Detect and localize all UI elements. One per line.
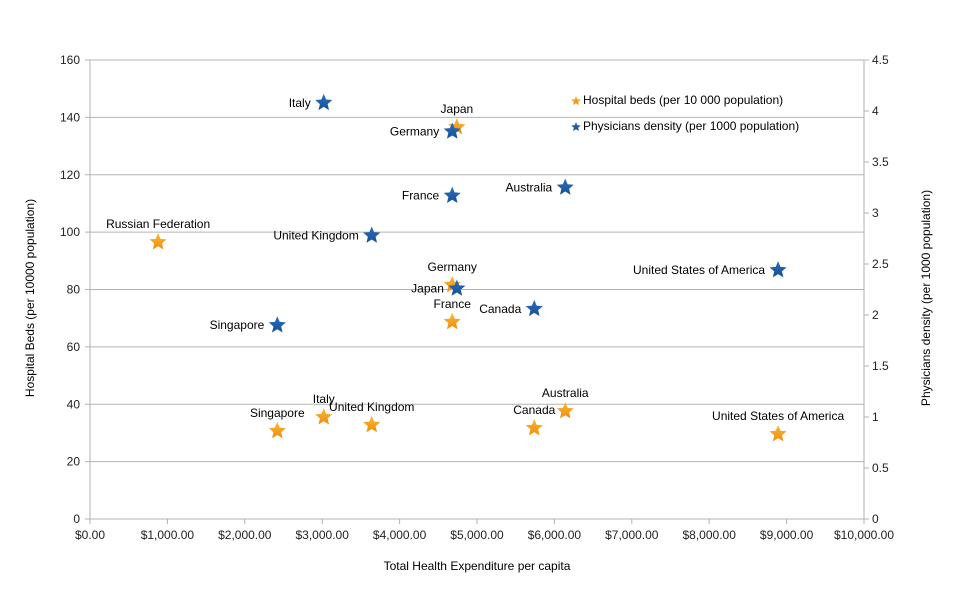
x-tick-label: $5,000.00 xyxy=(450,528,504,542)
data-point-star xyxy=(769,261,787,278)
y-tick-label: 20 xyxy=(67,455,81,469)
gridlines xyxy=(90,59,864,463)
y-tick-label: 80 xyxy=(67,283,81,297)
data-point-star xyxy=(525,299,543,317)
y2-tick-label: 1 xyxy=(872,410,879,424)
data-label: United States of America xyxy=(633,263,765,277)
data-point-star xyxy=(525,419,543,436)
data-point-star xyxy=(363,226,381,243)
y2-tick-label: 4 xyxy=(872,104,879,118)
x-tick-label: $8,000.00 xyxy=(683,528,737,542)
data-label: Singapore xyxy=(210,318,265,332)
data-point-star xyxy=(268,421,286,439)
x-tick-label: $9,000.00 xyxy=(760,528,814,542)
data-label: United States of America xyxy=(712,409,844,423)
data-label: Germany xyxy=(390,124,439,138)
data-point-star xyxy=(443,122,461,139)
data-label: Russian Federation xyxy=(106,217,210,231)
data-point-star xyxy=(769,425,787,442)
x-tick-label: $3,000.00 xyxy=(296,528,350,542)
data-label: Singapore xyxy=(250,406,305,420)
data-label: Japan xyxy=(411,281,444,295)
y2-tick-label: 4.5 xyxy=(872,53,889,67)
y2-tick-label: 3.5 xyxy=(872,155,889,169)
data-label: United Kingdom xyxy=(329,400,414,414)
data-label: Australia xyxy=(542,386,589,400)
data-point-star xyxy=(448,279,466,296)
y-tick-label: 120 xyxy=(60,168,80,182)
data-label: Germany xyxy=(428,260,477,274)
data-point-star xyxy=(443,186,461,203)
y2-tick-label: 1.5 xyxy=(872,359,889,373)
data-point-star xyxy=(149,233,167,250)
x-tick-label: $0.00 xyxy=(75,528,105,542)
y2-tick-label: 0.5 xyxy=(872,461,889,475)
data-label: Canada xyxy=(513,403,555,417)
x-tick-label: $7,000.00 xyxy=(605,528,659,542)
y2-tick-label: 2.5 xyxy=(872,257,889,271)
data-label: France xyxy=(402,189,440,203)
x-tick-label: $2,000.00 xyxy=(218,528,272,542)
y2-tick-label: 2 xyxy=(872,308,879,322)
data-label: France xyxy=(434,297,472,311)
x-tick-label: $4,000.00 xyxy=(373,528,427,542)
data-label: Australia xyxy=(506,181,553,195)
y-tick-label: 160 xyxy=(60,53,80,67)
legend-star-icon xyxy=(571,122,581,132)
legend: Hospital beds (per 10 000 population) Phy… xyxy=(571,93,799,133)
data-label: Italy xyxy=(313,392,335,406)
data-label: Italy xyxy=(289,96,311,110)
y-tick-label: 140 xyxy=(60,110,80,124)
x-tick-label: $1,000.00 xyxy=(141,528,195,542)
data-label: Japan xyxy=(441,102,474,116)
x-tick-label: $6,000.00 xyxy=(528,528,582,542)
x-axis-title: Total Health Expenditure per capita xyxy=(384,559,571,573)
y2-tick-label: 3 xyxy=(872,206,879,220)
data-point-star xyxy=(443,312,461,330)
y-axis-title: Hospital Beds (per 10000 population) xyxy=(23,199,37,397)
y-tick-label: 40 xyxy=(67,397,81,411)
data-point-star xyxy=(556,402,574,419)
legend-star-icon xyxy=(571,96,581,106)
y-tick-label: 0 xyxy=(73,512,80,526)
data-point-star xyxy=(315,408,333,425)
y2-tick-label: 0 xyxy=(872,512,879,526)
data-label: United Kingdom xyxy=(273,228,358,242)
data-label: Canada xyxy=(479,302,521,316)
y-tick-label: 100 xyxy=(60,225,80,239)
legend-label: Physicians density (per 1000 population) xyxy=(583,119,799,133)
y-tick-label: 60 xyxy=(67,340,81,354)
data-point-star xyxy=(268,316,286,333)
x-tick-label: $10,000.00 xyxy=(834,528,894,542)
y2-axis-title: Physicians density (per 1000 population) xyxy=(919,190,933,406)
data-point-star xyxy=(363,415,381,433)
axes: 0 20 40 60 80 100 120 140 160 0 0.5 1 1.5 2 2.5 3 3.5 4 4.… xyxy=(60,53,894,542)
legend-label: Hospital beds (per 10 000 population) xyxy=(583,93,783,107)
data-point-star xyxy=(315,93,333,111)
data-point-star xyxy=(556,178,574,195)
